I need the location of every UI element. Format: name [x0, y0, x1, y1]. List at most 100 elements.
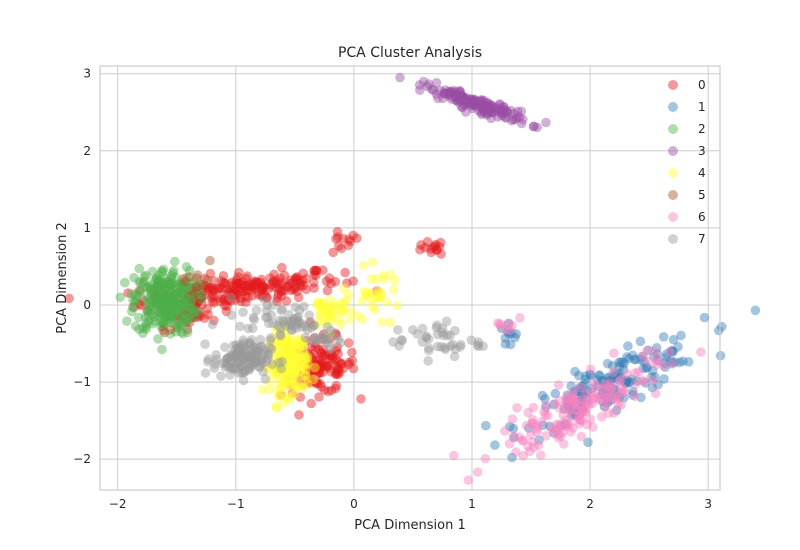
- data-point: [338, 233, 349, 244]
- data-point: [283, 309, 294, 320]
- data-point: [279, 348, 290, 359]
- data-point: [564, 397, 574, 408]
- data-point: [251, 351, 261, 361]
- data-point: [223, 295, 233, 306]
- data-point: [294, 381, 305, 392]
- data-point: [315, 309, 325, 320]
- data-point: [637, 351, 647, 362]
- data-point: [555, 431, 566, 442]
- data-point: [175, 282, 185, 292]
- data-point: [497, 110, 507, 121]
- data-point: [638, 363, 649, 374]
- data-point: [154, 275, 164, 285]
- data-point: [554, 419, 565, 430]
- data-point: [309, 333, 320, 343]
- data-point: [572, 405, 583, 416]
- data-point: [230, 352, 241, 363]
- data-point: [166, 300, 177, 311]
- data-point: [212, 283, 223, 294]
- legend-label: 1: [698, 100, 706, 114]
- data-point: [660, 362, 670, 373]
- data-point: [323, 386, 334, 397]
- data-point: [174, 319, 185, 329]
- data-point: [502, 107, 512, 117]
- data-point: [569, 408, 579, 419]
- data-point: [122, 316, 132, 327]
- data-point: [367, 301, 378, 312]
- data-point: [377, 317, 387, 327]
- data-point: [209, 363, 220, 373]
- data-point: [485, 104, 495, 115]
- data-point: [192, 306, 203, 317]
- data-point: [235, 278, 245, 288]
- data-point: [180, 296, 190, 306]
- data-point: [431, 322, 442, 333]
- data-point: [451, 95, 461, 106]
- data-point: [189, 303, 200, 314]
- data-point: [482, 107, 492, 117]
- data-point: [170, 256, 180, 267]
- data-point: [505, 325, 515, 336]
- data-point: [598, 383, 608, 393]
- data-point: [184, 278, 195, 289]
- data-point: [424, 345, 434, 356]
- legend-item-6: 6: [668, 210, 706, 224]
- data-point: [160, 297, 170, 307]
- data-point: [353, 311, 363, 321]
- data-point: [147, 287, 158, 297]
- data-point: [323, 302, 333, 312]
- data-point: [619, 387, 629, 398]
- data-point: [504, 329, 514, 340]
- data-point: [141, 321, 152, 331]
- data-point: [289, 313, 299, 324]
- data-point: [497, 106, 507, 117]
- data-point: [580, 406, 590, 417]
- data-point: [163, 292, 174, 303]
- data-point: [277, 376, 288, 387]
- data-point: [575, 410, 585, 420]
- data-point: [289, 371, 300, 381]
- data-point: [231, 340, 242, 350]
- data-point: [288, 353, 299, 364]
- data-point: [244, 364, 254, 374]
- data-point: [219, 295, 229, 305]
- data-point: [343, 240, 354, 251]
- data-point: [288, 284, 299, 295]
- data-point: [446, 86, 456, 97]
- data-point: [203, 309, 213, 320]
- x-tick-label: −1: [227, 497, 245, 511]
- data-point: [598, 395, 609, 405]
- data-point: [194, 279, 204, 289]
- data-point: [218, 278, 229, 288]
- data-point: [159, 289, 169, 300]
- data-point: [237, 348, 247, 359]
- data-point: [669, 357, 680, 368]
- data-point: [171, 286, 182, 296]
- data-point: [251, 346, 261, 357]
- data-point: [290, 302, 301, 312]
- data-point: [562, 390, 573, 401]
- y-tick-label: 2: [83, 144, 91, 158]
- data-point: [281, 366, 291, 376]
- data-point: [166, 297, 176, 308]
- data-point: [500, 426, 510, 436]
- data-point: [143, 311, 154, 321]
- data-point: [209, 298, 219, 308]
- data-point: [561, 421, 572, 432]
- data-point: [157, 266, 167, 277]
- data-point: [215, 296, 226, 307]
- data-point: [141, 324, 152, 334]
- data-point: [326, 385, 337, 396]
- data-point: [266, 333, 276, 343]
- data-point: [560, 419, 571, 429]
- data-point: [173, 279, 183, 290]
- data-point: [653, 379, 663, 390]
- data-point: [455, 342, 466, 352]
- data-point: [165, 277, 175, 287]
- data-point: [250, 356, 261, 367]
- data-point: [325, 353, 335, 364]
- data-point: [192, 270, 203, 280]
- data-point: [155, 312, 166, 323]
- data-point: [238, 359, 248, 370]
- data-point: [243, 354, 254, 365]
